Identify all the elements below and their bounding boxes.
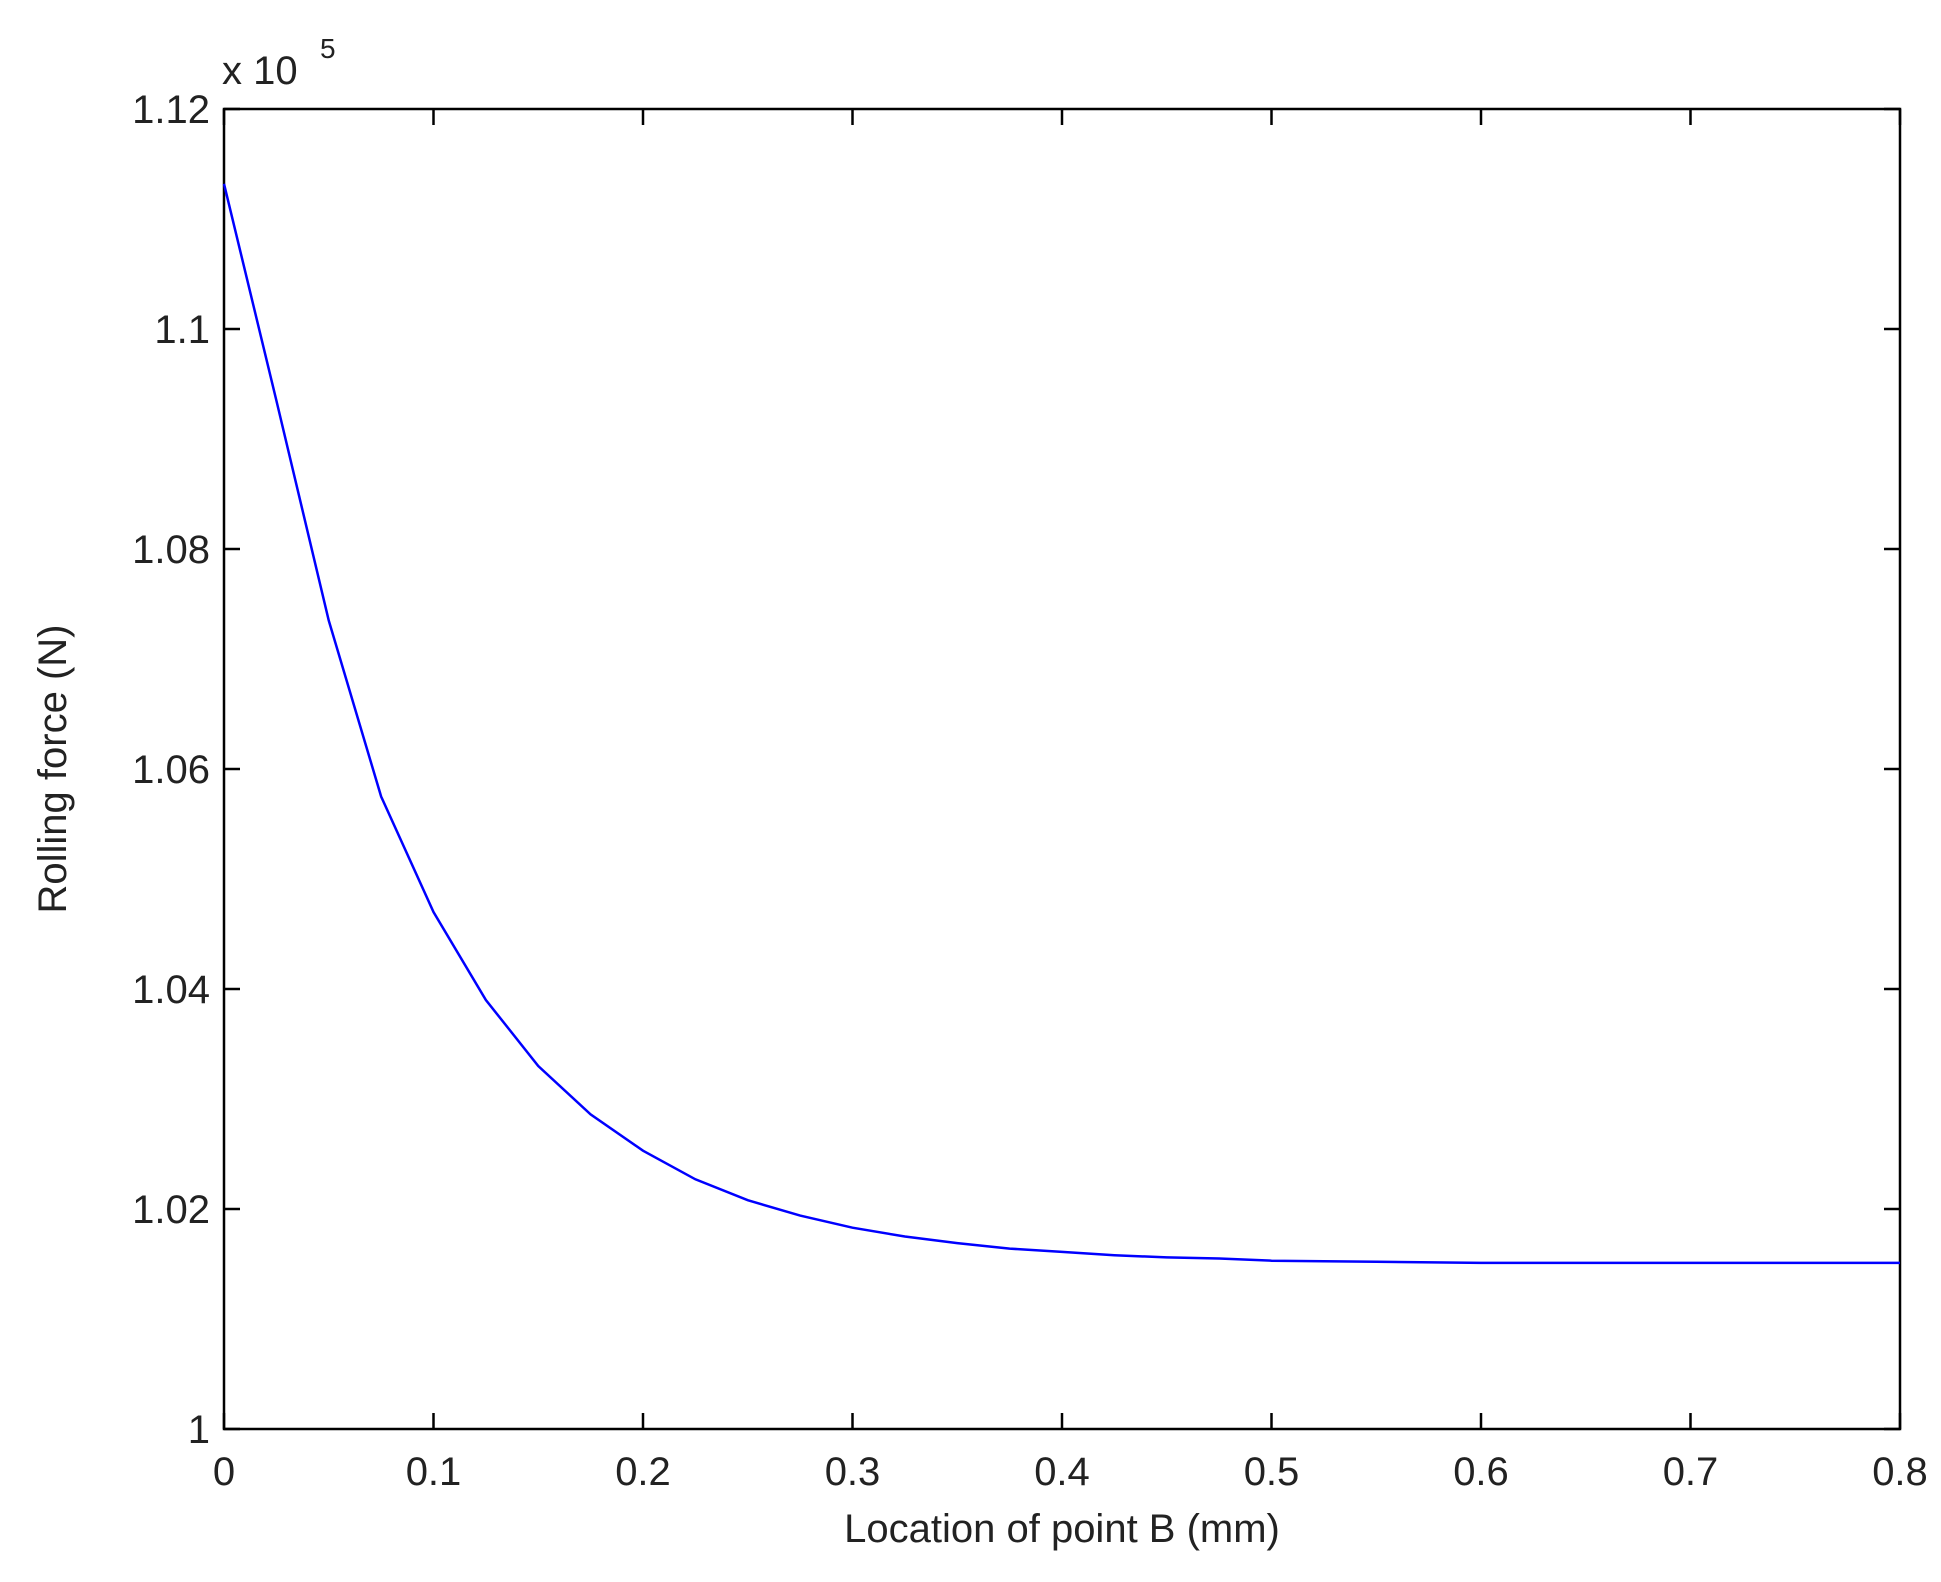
x-tick-label: 0.8 bbox=[1872, 1450, 1928, 1494]
plot-area bbox=[222, 107, 1902, 1431]
y-multiplier-exponent: 5 bbox=[320, 33, 336, 64]
line-series bbox=[222, 183, 1900, 1265]
x-tick-label: 0.3 bbox=[825, 1450, 881, 1494]
x-tick-label: 0.7 bbox=[1663, 1450, 1719, 1494]
x-tick-label: 0.4 bbox=[1034, 1450, 1090, 1494]
x-tick-label: 0 bbox=[213, 1450, 235, 1494]
x-axis-label: Location of point B (mm) bbox=[844, 1507, 1280, 1551]
y-tick-label: 1.08 bbox=[132, 528, 210, 572]
y-tick-label: 1.02 bbox=[132, 1188, 210, 1232]
x-tick-label: 0.6 bbox=[1453, 1450, 1509, 1494]
y-tick-label: 1.12 bbox=[132, 88, 210, 132]
y-tick-label: 1.1 bbox=[154, 308, 210, 352]
x-tick-label: 0.2 bbox=[615, 1450, 671, 1494]
x-tick-label: 0.5 bbox=[1244, 1450, 1300, 1494]
y-tick-label: 1.06 bbox=[132, 748, 210, 792]
y-multiplier: x 10 bbox=[222, 49, 298, 93]
y-tick-label: 1.04 bbox=[132, 968, 210, 1012]
y-axis-label: Rolling force (N) bbox=[31, 625, 75, 914]
x-tick-label: 0.1 bbox=[406, 1450, 462, 1494]
y-tick-label: 1 bbox=[188, 1408, 210, 1452]
